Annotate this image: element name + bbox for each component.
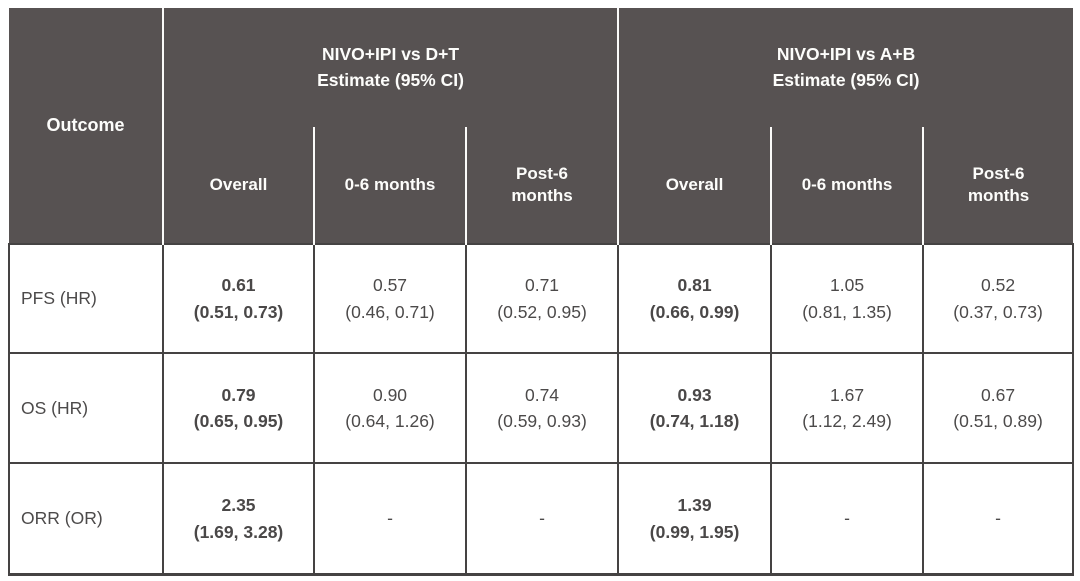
ci-value: (0.66, 0.99): [649, 301, 740, 322]
subheader-label: Overall: [665, 174, 724, 194]
group-header-row: Outcome NIVO+IPI vs D+T Estimate (95% CI…: [9, 8, 1074, 244]
outcome-label: Outcome: [46, 115, 125, 135]
ci-value: (0.51, 0.73): [193, 301, 284, 322]
cell-pfs-ab-overall: 0.81 (0.66, 0.99): [617, 243, 773, 354]
header-outcome: Outcome: [9, 8, 164, 244]
row-label-orr: ORR (OR): [8, 462, 164, 576]
ci-value: (1.12, 2.49): [802, 411, 892, 431]
subheader-dt-post-6-months: Post-6 months: [464, 127, 619, 244]
estimate-value: 1.05: [830, 275, 865, 296]
ci-value: (0.59, 0.93): [497, 411, 587, 431]
table-row-orr: ORR (OR) 2.35 (1.69, 3.28) - - 1.39 (0.9…: [8, 462, 1075, 576]
cell-os-ab-0-6: 1.67 (1.12, 2.49): [770, 352, 925, 464]
ci-value: (0.65, 0.95): [193, 411, 284, 431]
estimate-value: 1.39: [677, 495, 712, 516]
cell-os-dt-0-6: 0.90 (0.64, 1.26): [313, 352, 467, 464]
ci-value: (0.46, 0.71): [345, 301, 435, 322]
cell-orr-ab-post6: -: [922, 462, 1075, 576]
cell-pfs-dt-0-6: 0.57 (0.46, 0.71): [313, 243, 467, 354]
ci-value: (1.69, 3.28): [193, 521, 284, 542]
ci-value: (0.99, 1.95): [649, 521, 740, 542]
cell-orr-ab-0-6: -: [770, 462, 925, 576]
cell-orr-dt-overall: 2.35 (1.69, 3.28): [162, 462, 315, 576]
cell-orr-ab-overall: 1.39 (0.99, 1.95): [617, 462, 773, 576]
cell-orr-dt-post6: -: [464, 462, 620, 576]
ci-value: (0.51, 0.89): [953, 411, 1043, 431]
subheader-row: Overall 0-6 months Post-6 months Overall…: [9, 127, 1074, 244]
row-label-os: OS (HR): [8, 352, 164, 464]
group-title-line2: Estimate (95% CI): [317, 69, 464, 90]
table-body: PFS (HR) 0.61 (0.51, 0.73) 0.57 (0.46, 0…: [8, 243, 1075, 576]
estimate-value: 2.35: [221, 495, 256, 516]
results-table: Outcome NIVO+IPI vs D+T Estimate (95% CI…: [8, 8, 1075, 576]
estimate-value: 1.67: [830, 384, 865, 405]
estimate-value: 0.67: [981, 384, 1016, 405]
estimate-value: 0.79: [221, 384, 256, 405]
group-title-line1: NIVO+IPI vs D+T: [321, 44, 460, 65]
cell-os-ab-overall: 0.93 (0.74, 1.18): [617, 352, 773, 464]
subheader-dt-0-6-months: 0-6 months: [313, 127, 466, 244]
ci-value: (0.64, 1.26): [345, 411, 435, 431]
cell-os-dt-post6: 0.74 (0.59, 0.93): [464, 352, 620, 464]
estimate-value: 0.90: [372, 384, 408, 405]
group-header-nivo-vs-dt: NIVO+IPI vs D+T Estimate (95% CI): [163, 8, 620, 127]
estimate-value: 0.74: [524, 384, 560, 405]
table-header: Outcome NIVO+IPI vs D+T Estimate (95% CI…: [9, 8, 1074, 244]
table-row-os: OS (HR) 0.79 (0.65, 0.95) 0.90 (0.64, 1.…: [8, 352, 1075, 464]
subheader-label: 0-6 months: [344, 174, 436, 194]
subheader-dt-overall: Overall: [163, 127, 314, 244]
row-label-pfs: PFS (HR): [8, 243, 164, 354]
table-row-pfs: PFS (HR) 0.61 (0.51, 0.73) 0.57 (0.46, 0…: [8, 243, 1075, 354]
estimate-value: 0.61: [221, 275, 256, 296]
subheader-ab-overall: Overall: [617, 127, 772, 244]
subheader-label: Overall: [209, 174, 268, 194]
estimate-value: -: [844, 508, 850, 529]
estimate-value: 0.71: [524, 275, 560, 296]
estimate-value: 0.57: [372, 275, 408, 296]
cell-pfs-ab-0-6: 1.05 (0.81, 1.35): [770, 243, 925, 354]
cell-orr-dt-0-6: -: [313, 462, 467, 576]
cell-os-dt-overall: 0.79 (0.65, 0.95): [162, 352, 315, 464]
subheader-label: 0-6 months: [801, 174, 893, 194]
subheader-label: Post-6 months: [967, 163, 1030, 205]
estimate-value: -: [539, 508, 545, 529]
estimate-value: 0.52: [981, 275, 1016, 296]
group-title-line1: NIVO+IPI vs A+B: [776, 44, 916, 65]
cell-pfs-dt-overall: 0.61 (0.51, 0.73): [162, 243, 315, 354]
ci-value: (0.37, 0.73): [953, 301, 1043, 322]
cell-pfs-ab-post6: 0.52 (0.37, 0.73): [922, 243, 1075, 354]
subheader-ab-0-6-months: 0-6 months: [770, 127, 924, 244]
estimate-value: 0.81: [677, 275, 712, 296]
group-title-line2: Estimate (95% CI): [772, 69, 920, 90]
group-header-nivo-vs-ab: NIVO+IPI vs A+B Estimate (95% CI): [618, 8, 1074, 127]
cell-pfs-dt-post6: 0.71 (0.52, 0.95): [464, 243, 620, 354]
ci-value: (0.81, 1.35): [802, 301, 892, 322]
ci-value: (0.74, 1.18): [649, 411, 740, 431]
subheader-ab-post-6-months: Post-6 months: [922, 127, 1074, 244]
estimate-value: -: [995, 508, 1001, 529]
estimate-value: -: [387, 508, 393, 529]
subheader-label: Post-6 months: [511, 163, 573, 205]
estimate-value: 0.93: [677, 384, 712, 405]
ci-value: (0.52, 0.95): [497, 301, 587, 322]
cell-os-ab-post6: 0.67 (0.51, 0.89): [922, 352, 1075, 464]
